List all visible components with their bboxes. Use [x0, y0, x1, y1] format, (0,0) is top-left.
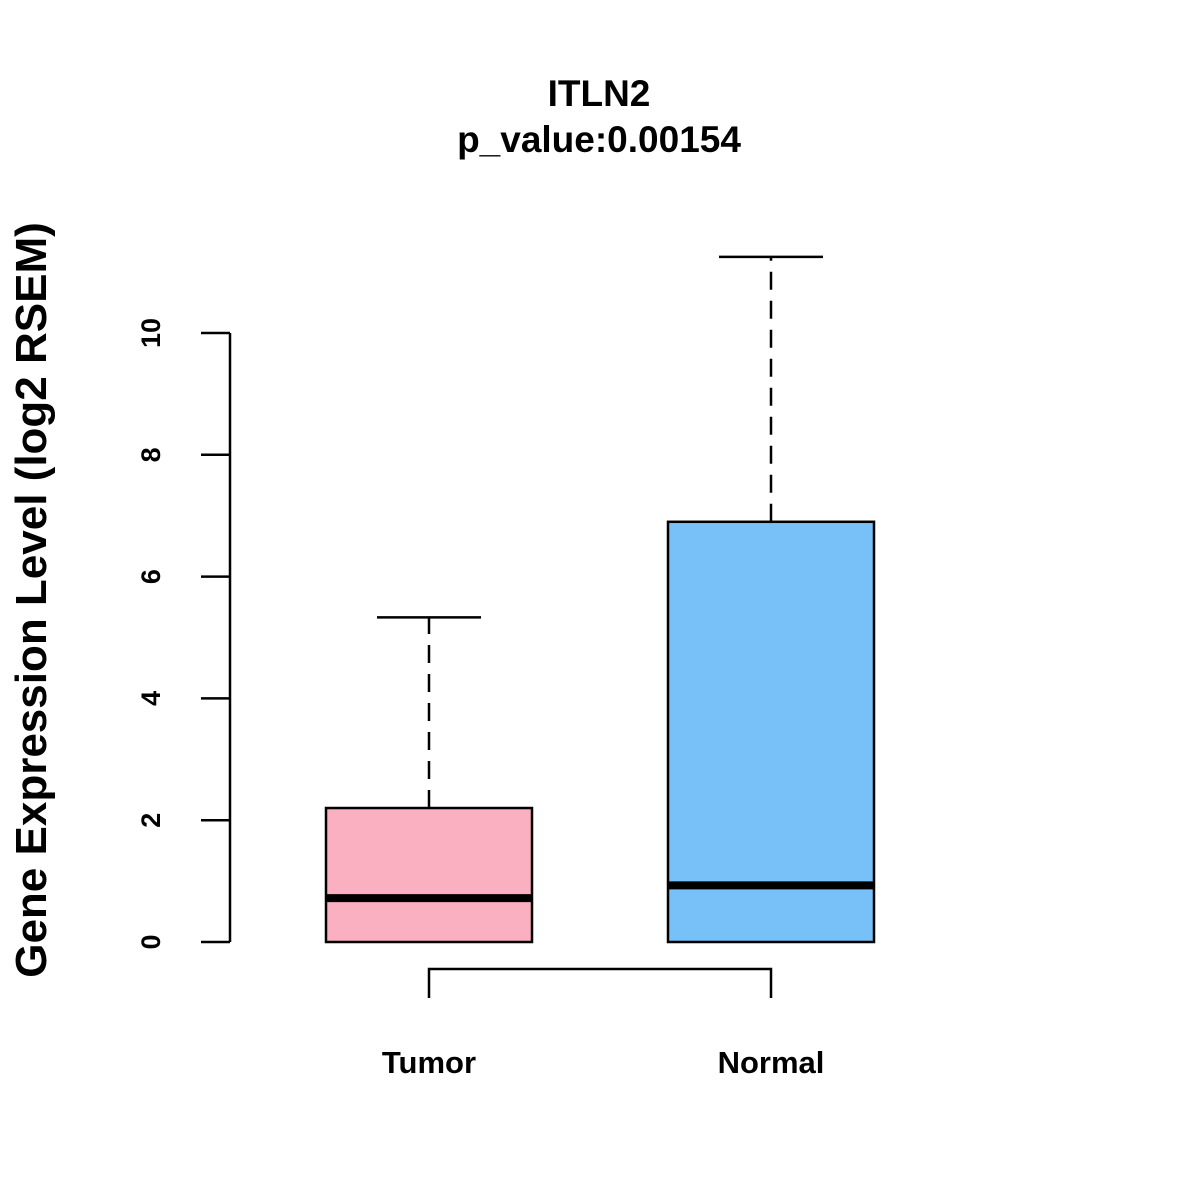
category-labels: Tumor Normal — [382, 1045, 824, 1080]
category-label-normal: Normal — [718, 1045, 825, 1080]
y-axis-label: Gene Expression Level (log2 RSEM) — [7, 222, 56, 978]
box-normal — [666, 255, 876, 944]
box-group — [324, 255, 876, 944]
y-tick-label: 6 — [136, 569, 166, 584]
box-tumor — [324, 616, 534, 944]
chart-title: ITLN2 — [548, 73, 651, 114]
box-body — [324, 806, 534, 944]
box-body — [666, 520, 876, 944]
y-tick-label: 8 — [136, 447, 166, 462]
y-tick-label: 2 — [136, 813, 166, 828]
y-tick-label: 10 — [136, 318, 166, 348]
y-tick-label: 0 — [136, 934, 166, 949]
y-tick-label: 4 — [136, 691, 166, 706]
bracket-line — [427, 967, 773, 998]
chart-subtitle: p_value:0.00154 — [457, 119, 741, 160]
y-axis: 0 2 4 6 8 10 — [136, 318, 232, 950]
category-label-tumor: Tumor — [382, 1045, 476, 1080]
comparison-bracket — [427, 967, 773, 998]
